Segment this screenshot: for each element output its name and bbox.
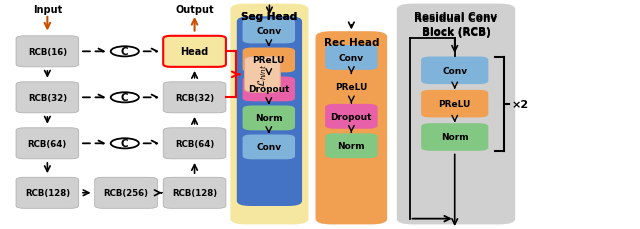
Text: RCB(64): RCB(64): [28, 139, 67, 148]
FancyBboxPatch shape: [230, 5, 308, 224]
FancyBboxPatch shape: [421, 90, 488, 118]
Text: $\mathcal{L}_{hint}$: $\mathcal{L}_{hint}$: [256, 63, 269, 87]
Circle shape: [111, 139, 139, 149]
Text: RCB(128): RCB(128): [172, 188, 217, 197]
Text: PReLU: PReLU: [335, 83, 367, 92]
FancyBboxPatch shape: [316, 32, 387, 224]
Text: RCB(64): RCB(64): [175, 139, 214, 148]
Text: RCB(128): RCB(128): [25, 188, 70, 197]
Text: Dropout: Dropout: [248, 85, 289, 94]
FancyBboxPatch shape: [325, 134, 378, 158]
Text: Seg Head: Seg Head: [241, 12, 298, 22]
FancyBboxPatch shape: [163, 177, 226, 208]
Text: Rec Head: Rec Head: [324, 37, 379, 47]
Text: Seg Head: Seg Head: [241, 11, 298, 22]
Text: Norm: Norm: [255, 114, 283, 123]
Text: Conv: Conv: [256, 143, 282, 152]
FancyBboxPatch shape: [325, 104, 378, 129]
Text: Residual Conv: Residual Conv: [415, 12, 497, 22]
FancyBboxPatch shape: [325, 75, 378, 100]
FancyBboxPatch shape: [243, 77, 295, 102]
FancyBboxPatch shape: [244, 57, 280, 93]
FancyBboxPatch shape: [16, 177, 79, 208]
Text: C: C: [121, 47, 129, 57]
Circle shape: [111, 47, 139, 57]
Text: RCB(32): RCB(32): [175, 93, 214, 102]
FancyBboxPatch shape: [237, 17, 302, 206]
Text: PReLU: PReLU: [438, 100, 471, 109]
FancyBboxPatch shape: [16, 37, 79, 68]
FancyBboxPatch shape: [325, 46, 378, 71]
FancyBboxPatch shape: [163, 128, 226, 159]
Text: Conv: Conv: [339, 54, 364, 63]
Text: Norm: Norm: [441, 133, 468, 142]
FancyBboxPatch shape: [243, 135, 295, 160]
Text: ×2: ×2: [512, 99, 529, 109]
Text: Block (RCB): Block (RCB): [422, 28, 490, 38]
Text: RCB(32): RCB(32): [28, 93, 67, 102]
Circle shape: [111, 93, 139, 103]
Text: C: C: [121, 139, 129, 149]
FancyBboxPatch shape: [163, 37, 226, 68]
Text: Head: Head: [180, 47, 209, 57]
Text: Output: Output: [175, 5, 214, 15]
Text: PReLU: PReLU: [253, 56, 285, 65]
Text: RCB(256): RCB(256): [104, 188, 148, 197]
Text: Input: Input: [33, 5, 62, 15]
FancyBboxPatch shape: [95, 177, 157, 208]
Text: Block (RCB): Block (RCB): [422, 27, 490, 36]
Text: Conv: Conv: [442, 66, 467, 76]
FancyBboxPatch shape: [243, 19, 295, 44]
Text: Residual Conv: Residual Conv: [415, 14, 497, 24]
Text: Dropout: Dropout: [331, 112, 372, 121]
FancyBboxPatch shape: [243, 48, 295, 73]
FancyBboxPatch shape: [16, 128, 79, 159]
FancyBboxPatch shape: [421, 124, 488, 151]
FancyBboxPatch shape: [243, 106, 295, 131]
FancyBboxPatch shape: [163, 82, 226, 113]
FancyBboxPatch shape: [16, 82, 79, 113]
FancyBboxPatch shape: [421, 57, 488, 85]
Text: Norm: Norm: [337, 142, 365, 151]
FancyBboxPatch shape: [397, 5, 515, 224]
Text: Conv: Conv: [256, 27, 282, 36]
Text: RCB(16): RCB(16): [28, 48, 67, 57]
Text: C: C: [121, 93, 129, 103]
